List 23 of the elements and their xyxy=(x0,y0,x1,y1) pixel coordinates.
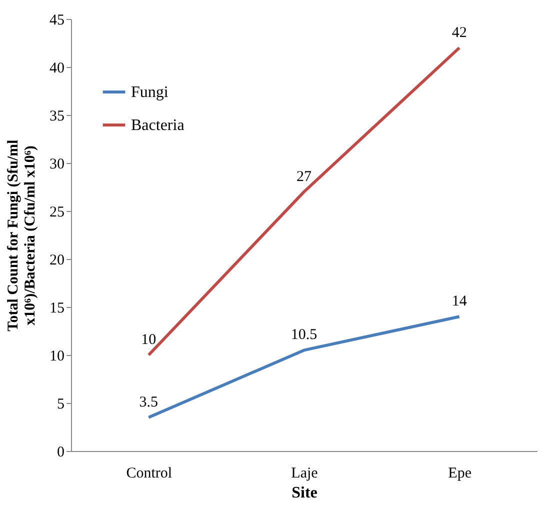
x-axis-title: Site xyxy=(292,484,318,502)
legend-label: Fungi xyxy=(131,84,169,101)
x-tick-label: Control xyxy=(126,466,172,482)
data-label: 3.5 xyxy=(139,394,158,410)
legend-label: Bacteria xyxy=(131,117,184,134)
data-label: 42 xyxy=(452,24,467,41)
data-label: 27 xyxy=(296,168,312,185)
y-tick-label: 30 xyxy=(50,156,64,172)
data-label: 14 xyxy=(452,294,468,310)
x-tick-label: Epe xyxy=(448,466,472,482)
y-tick-label: 0 xyxy=(57,444,64,460)
y-tick-label: 35 xyxy=(50,108,64,124)
y-tick-label: 5 xyxy=(57,396,64,412)
y-tick-label: 25 xyxy=(50,204,64,220)
y-tick-label: 40 xyxy=(50,60,64,76)
y-tick-label: 20 xyxy=(50,252,64,268)
data-label: 10.5 xyxy=(290,327,318,344)
x-tick-label: Laje xyxy=(291,466,318,482)
y-tick-label: 15 xyxy=(50,300,64,316)
y-tick-label: 45 xyxy=(50,12,64,28)
y-axis-title: Total Count for Fungi (Sfu/ml x10⁶)/Bacteria (Cfu/ml x10⁶) xyxy=(6,140,38,332)
data-label: 10 xyxy=(141,332,156,348)
y-tick-label: 10 xyxy=(50,348,64,364)
